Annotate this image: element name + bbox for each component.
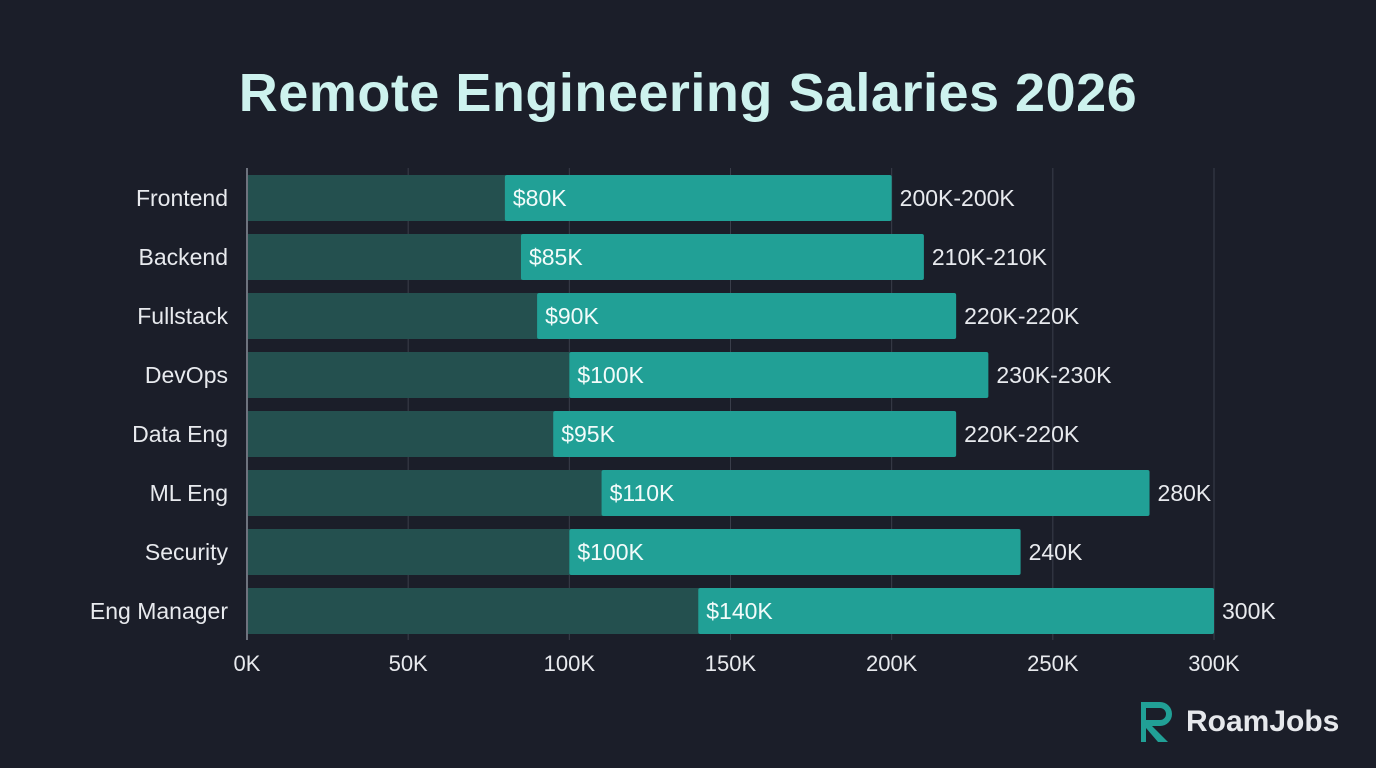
x-tick-label: 200K (866, 651, 918, 676)
base-bar (248, 411, 555, 457)
x-tick-label: 150K (705, 651, 757, 676)
brand-name: RoamJobs (1186, 705, 1340, 738)
category-label: Frontend (136, 185, 228, 211)
max-value-label: 230K-230K (996, 362, 1112, 388)
range-bar (698, 588, 1214, 634)
brand-logo: RoamJobs (1138, 700, 1339, 744)
category-label: Eng Manager (90, 598, 228, 624)
max-value-label: 220K-220K (964, 303, 1080, 329)
x-tick-label: 50K (389, 651, 428, 676)
min-value-label: $95K (561, 421, 615, 447)
min-value-label: $85K (529, 244, 583, 270)
min-value-label: $90K (545, 303, 599, 329)
r-logo-icon (1141, 702, 1172, 742)
min-value-label: $100K (577, 362, 644, 388)
category-label: ML Eng (150, 480, 228, 506)
max-value-label: 300K (1222, 598, 1276, 624)
range-bar (553, 411, 957, 457)
range-bar (504, 175, 892, 221)
range-bar (520, 234, 924, 280)
x-tick-label: 100K (544, 651, 596, 676)
max-value-label: 240K (1029, 539, 1083, 565)
max-value-label: 280K (1158, 480, 1212, 506)
category-label: Fullstack (137, 303, 228, 329)
range-bar (537, 293, 957, 339)
x-tick-label: 250K (1027, 651, 1079, 676)
x-tick-label: 300K (1188, 651, 1240, 676)
range-bar (601, 470, 1150, 516)
min-value-label: $80K (513, 185, 567, 211)
max-value-label: 210K-210K (932, 244, 1048, 270)
max-value-label: 220K-220K (964, 421, 1080, 447)
range-bar (569, 529, 1021, 575)
base-bar (248, 175, 506, 221)
base-bar (248, 234, 522, 280)
min-value-label: $140K (706, 598, 773, 624)
min-value-label: $110K (610, 480, 675, 506)
base-bar (248, 588, 700, 634)
base-bar (248, 352, 571, 398)
category-label: Data Eng (132, 421, 228, 447)
category-label: Backend (138, 244, 228, 270)
base-bar (248, 529, 571, 575)
max-value-label: 200K-200K (900, 185, 1016, 211)
base-bar (248, 470, 603, 516)
category-label: DevOps (145, 362, 228, 388)
x-tick-label: 0K (234, 651, 261, 676)
min-value-label: $100K (577, 539, 644, 565)
chart-title: Remote Engineering Salaries 2026 (238, 63, 1138, 123)
base-bar (248, 293, 539, 339)
category-label: Security (145, 539, 229, 565)
range-bar (569, 352, 989, 398)
